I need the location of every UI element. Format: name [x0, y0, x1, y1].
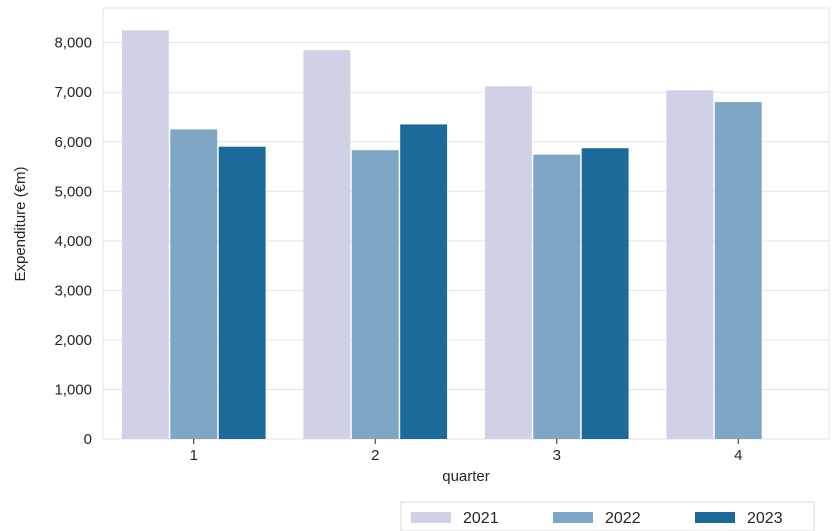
y-tick-label: 0 [84, 431, 92, 448]
y-tick-label: 8,000 [54, 35, 92, 52]
x-tick-label: 4 [734, 447, 742, 464]
y-tick-label: 4,000 [54, 233, 92, 250]
y-tick-label: 5,000 [54, 183, 92, 200]
y-axis-title: Expenditure (€m) [12, 166, 29, 281]
legend-label-2023: 2023 [747, 510, 783, 527]
x-tick-label: 3 [553, 447, 561, 464]
y-tick-label: 6,000 [54, 134, 92, 151]
bar-2022-q4 [714, 102, 762, 439]
bar-2021-q3 [484, 86, 532, 439]
bars [121, 30, 762, 440]
legend-label-2021: 2021 [463, 510, 499, 527]
bar-2022-q3 [533, 154, 581, 439]
bar-2022-q2 [351, 150, 399, 439]
legend-frame [400, 501, 815, 531]
bar-2021-q2 [303, 50, 351, 440]
legend: 2021 2022 2023 [400, 501, 815, 531]
x-tick-label: 1 [190, 447, 198, 464]
y-tick-label: 3,000 [54, 282, 92, 299]
bar-2023-q1 [218, 146, 266, 439]
y-axis-ticks: 0 1,000 2,000 3,000 4,000 5,000 6,000 7,000 8,00… [54, 35, 92, 448]
plot-area-frame [102, 7, 830, 440]
y-tick-label: 7,000 [54, 84, 92, 101]
y-tick-label: 1,000 [54, 381, 92, 398]
bar-2022-q1 [170, 129, 218, 439]
legend-label-2022: 2022 [605, 510, 641, 527]
bar-2023-q3 [581, 148, 629, 439]
x-tick-label: 2 [371, 447, 379, 464]
bar-2021-q1 [121, 30, 169, 440]
y-tick-label: 2,000 [54, 332, 92, 349]
bar-2023-q2 [400, 124, 448, 439]
x-axis-title: quarter [442, 468, 490, 485]
legend-swatch-2023 [695, 512, 735, 523]
legend-swatch-2022 [553, 512, 593, 523]
legend-swatch-2021 [411, 512, 451, 523]
x-axis-ticks: 1 2 3 4 [190, 439, 742, 464]
bar-2021-q4 [666, 90, 714, 439]
